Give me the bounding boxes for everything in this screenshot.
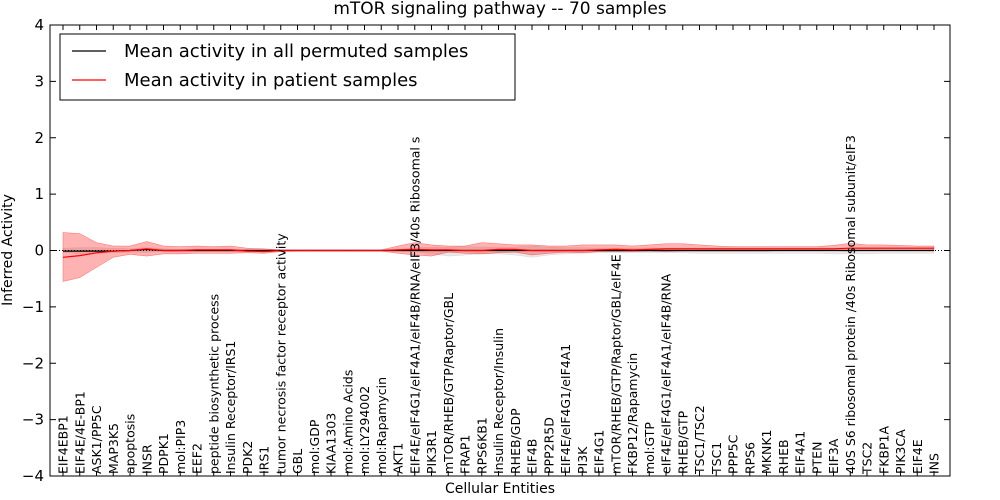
x-tick-label: eIF4E/eIF4G1/eIF4A1/eIF4B/RNA — [659, 273, 674, 474]
x-tick-label: peptide biosynthetic process — [206, 294, 221, 474]
x-tick-label: PPP5C — [726, 434, 741, 474]
x-tick-label: PI3K — [575, 446, 590, 474]
x-tick-label: mTOR/RHEB/GTP/Raptor/GBL/eIF4E — [608, 254, 623, 474]
x-tick-label: EIF3A — [826, 438, 841, 474]
x-tick-label: TSC1/TSC2 — [692, 405, 707, 475]
x-tick-label: GBL — [290, 449, 305, 474]
x-tick-label: EIF4EBP1 — [56, 415, 71, 474]
y-tick-label: −1 — [22, 298, 44, 316]
x-tick-label: PPP2R5D — [541, 417, 556, 474]
x-tick-label: EEF2 — [190, 443, 205, 474]
legend-entry: Mean activity in all permuted samples — [124, 41, 468, 62]
x-tick-label: EIF4E/eIF4G1/eIF4A1/eIF4B/RNA/eIF3/40s R… — [407, 137, 422, 474]
y-tick-label: 3 — [34, 72, 44, 90]
x-tick-label: tumor necrosis factor receptor activity — [273, 233, 288, 474]
x-tick-label: RHEB/GTP — [675, 410, 690, 474]
x-tick-label: mol:GTP — [642, 422, 657, 474]
x-tick-label: TSC1 — [709, 442, 724, 475]
x-tick-label: ASK1/PP5C — [89, 405, 104, 474]
x-tick-label: EIF4E/4E-BP1 — [72, 391, 87, 474]
plot-area: −4 −3 −2 −1 0 1 2 3 4 EIF4EBP1 EIF4E/4E-BP1 ASK1/PP… — [22, 16, 951, 485]
x-tick-label: mol:Rapamycin — [374, 377, 389, 474]
x-tick-label: KIAA1303 — [324, 413, 339, 474]
band-patient — [62, 232, 935, 282]
x-tick-label: INSR — [139, 444, 154, 474]
x-tick-label: PTEN — [809, 442, 824, 474]
x-tick-label: PIK3R1 — [424, 430, 439, 474]
y-tick-label: −3 — [22, 411, 44, 429]
x-tick-label: TSC2 — [860, 442, 875, 475]
series-line-patient — [62, 247, 934, 258]
y-tick-label: −2 — [22, 354, 44, 372]
x-tick-label: AKT1 — [391, 443, 406, 474]
y-tick-label: 2 — [34, 129, 44, 147]
x-tick-label: mol:LY294002 — [357, 386, 372, 474]
x-tick-label: FKBP12/Rapamycin — [625, 353, 640, 474]
x-tick-label: RPS6KB1 — [474, 417, 489, 474]
x-axis-label: Cellular Entities — [445, 481, 555, 497]
x-tick-label: EIF4E/eIF4G1/eIF4A1 — [558, 344, 573, 474]
x-tick-label: Insulin Receptor/Insulin — [491, 328, 506, 474]
x-tick-label: mol:Amino Acids — [340, 370, 355, 474]
x-tick-label: EIF4G1 — [592, 430, 607, 474]
x-tick-label: EIF4B — [525, 439, 540, 474]
x-tick-label: IRS1 — [257, 446, 272, 474]
x-tick-label: 40S S6 ribosomal protein /40s Ribosomal … — [843, 135, 858, 474]
y-tick-label: 4 — [34, 16, 44, 34]
x-tick-label: INS — [927, 453, 942, 474]
chart-title: mTOR signaling pathway -- 70 samples — [333, 0, 666, 19]
x-tick-label: apoptosis — [123, 414, 138, 474]
x-tick-label: mol:GDP — [307, 419, 322, 474]
x-tick-label: MKNK1 — [759, 430, 774, 474]
y-tick-label: 1 — [34, 185, 44, 203]
x-tick-label: mol:PIP3 — [173, 420, 188, 474]
y-axis-label: Inferred Activity — [0, 194, 16, 306]
x-tick-label: PDK2 — [240, 441, 255, 474]
x-tick-label: EIF4A1 — [793, 431, 808, 474]
y-tick-label: 0 — [34, 242, 44, 260]
x-tick-label: Insulin Receptor/IRS1 — [223, 341, 238, 474]
x-tick-label: EIF4E — [910, 439, 925, 474]
x-tick-label: RHEB — [776, 439, 791, 474]
x-tick-label: PIK3CA — [893, 429, 908, 474]
x-tick-label: RHEB/GDP — [508, 408, 523, 474]
x-tick-label: FKBP1A — [876, 426, 891, 474]
legend-entry: Mean activity in patient samples — [124, 70, 418, 91]
x-tick-label: MAP3K5 — [106, 423, 121, 474]
x-tick-label: mTOR/RHEB/GTP/Raptor/GBL — [441, 293, 456, 474]
x-tick-label: RPS6 — [742, 442, 757, 474]
legend-box — [59, 33, 516, 101]
x-tick-label: FRAP1 — [458, 435, 473, 474]
legend: Mean activity in all permuted samples Mea… — [59, 33, 516, 101]
x-tick-label: PDPK1 — [156, 433, 171, 474]
y-tick-label: −4 — [22, 467, 44, 485]
